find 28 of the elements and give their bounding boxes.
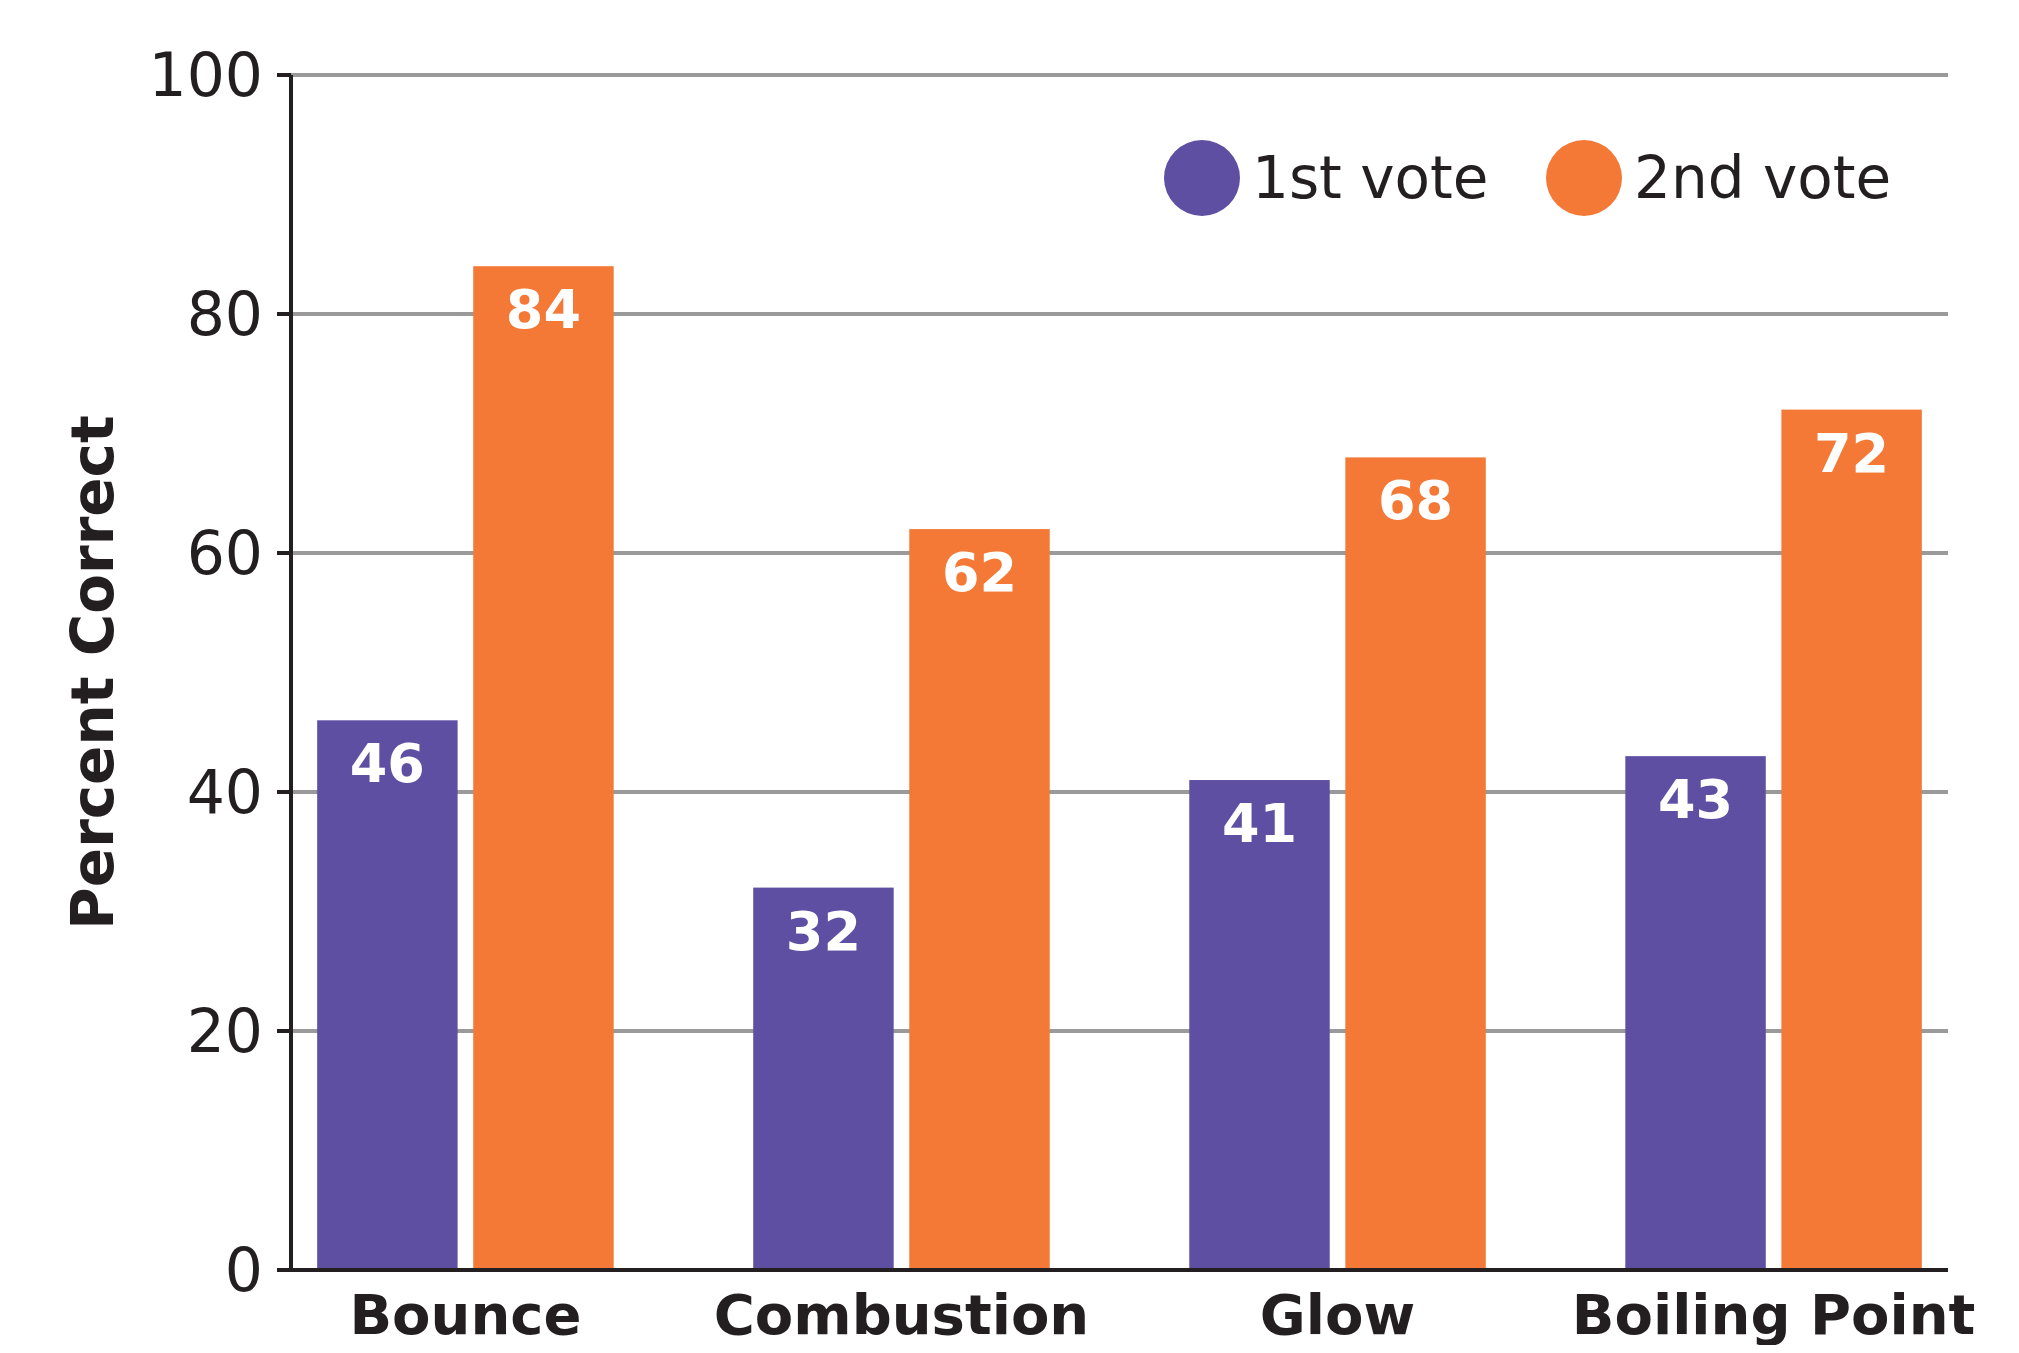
x-tick-label: Combustion — [713, 1282, 1090, 1347]
bar — [317, 720, 458, 1270]
data-label: 72 — [1814, 421, 1890, 485]
bar — [1345, 457, 1486, 1270]
y-tick-label: 0 — [224, 1235, 263, 1305]
y-tick-label: 100 — [148, 40, 263, 110]
y-tick-label: 60 — [186, 518, 263, 588]
legend-label: 1st vote — [1252, 144, 1489, 213]
y-tick-label: 80 — [186, 279, 263, 349]
bar — [1189, 780, 1330, 1270]
x-tick-label: Bounce — [349, 1282, 582, 1347]
bar — [1625, 756, 1766, 1270]
y-axis-title: Percent Correct — [59, 415, 127, 930]
data-label: 68 — [1377, 469, 1454, 533]
bar — [909, 529, 1050, 1270]
y-tick-label: 20 — [186, 996, 263, 1066]
y-tick-label: 40 — [186, 757, 263, 827]
data-label: 84 — [505, 278, 582, 342]
data-label: 46 — [349, 732, 425, 796]
bar — [473, 266, 614, 1270]
x-tick-label: Glow — [1259, 1282, 1416, 1347]
bar — [1781, 409, 1922, 1270]
data-label: 41 — [1221, 792, 1298, 856]
legend-label: 2nd vote — [1634, 144, 1892, 213]
data-label: 32 — [785, 899, 862, 963]
data-label: 62 — [941, 541, 1018, 605]
bar — [753, 887, 894, 1270]
data-label: 43 — [1657, 768, 1734, 832]
